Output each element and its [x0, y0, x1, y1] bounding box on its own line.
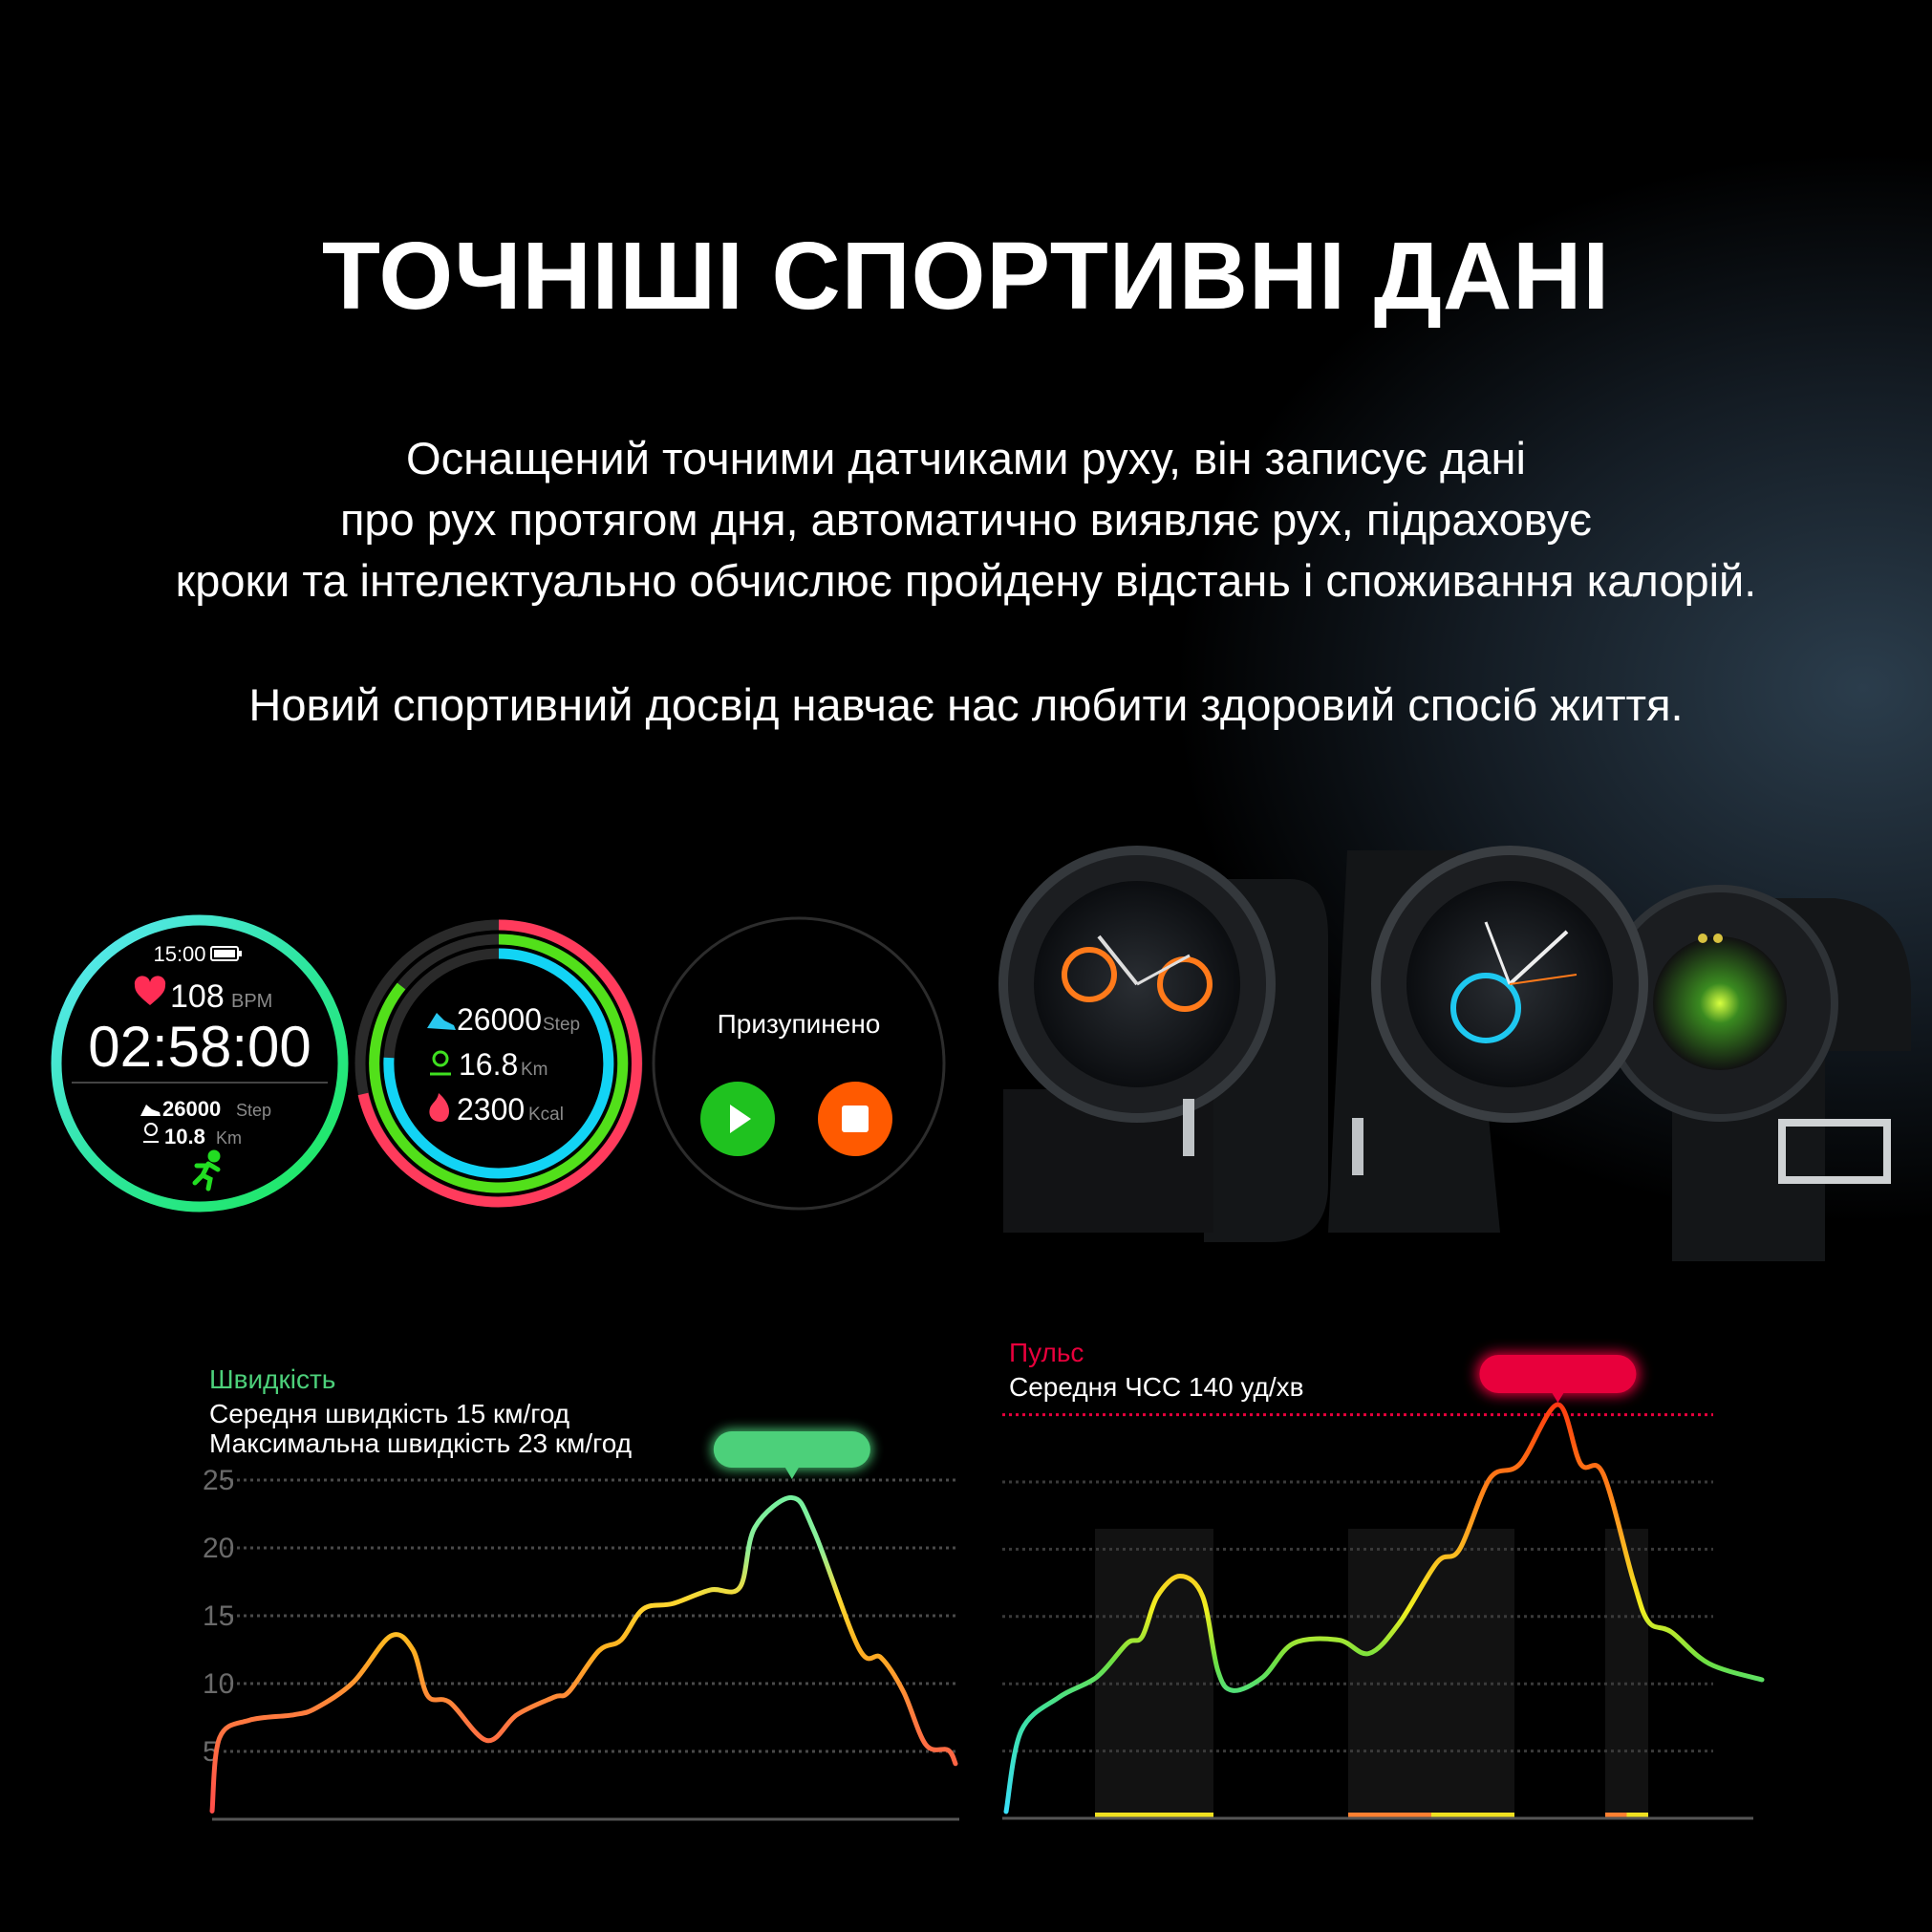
stop-icon [842, 1106, 869, 1132]
peak-marker-pointer [1552, 1393, 1564, 1403]
distance-ring [369, 934, 629, 1193]
description-line-2: про рух протягом дня, автоматично виявля… [339, 494, 1593, 545]
steps-unit: Step [543, 1015, 580, 1035]
watch-front-2 [1352, 846, 1648, 1175]
heart-rate: 108 [170, 978, 225, 1015]
tagline: Новий спортивний досвід навчає нас любит… [248, 679, 1684, 730]
steps-value: 26000 [162, 1097, 221, 1121]
runner-icon [192, 1149, 221, 1191]
description-line-1: Оснащений точними датчиками руху, він за… [406, 433, 1526, 483]
stop-button[interactable] [818, 1082, 892, 1156]
zone-bar [1348, 1813, 1431, 1817]
y-tick-label: 25 [203, 1465, 234, 1496]
activity-zone [1095, 1529, 1213, 1818]
speed-chart-title: Швидкість [209, 1364, 336, 1394]
page-title: ТОЧНІШІ СПОРТИВНІ ДАНІ [321, 223, 1611, 330]
watch-faces: 15:00 108 BPM 02:58:00 26000 Step 10.8 K… [51, 914, 946, 1213]
steps-unit: Step [236, 1101, 271, 1120]
location-pin-icon [143, 1123, 159, 1143]
y-tick-label: 15 [203, 1600, 234, 1632]
distance-value: 10.8 [164, 1125, 205, 1148]
zone-bar [1626, 1813, 1648, 1817]
zone-bar [1095, 1813, 1213, 1817]
heart-icon [134, 976, 166, 1005]
watch-back [1601, 885, 1891, 1184]
calories-value: 2300 [457, 1092, 525, 1127]
paused-face: Призупинено [652, 916, 946, 1211]
peak-marker [713, 1431, 870, 1468]
flame-icon [429, 1093, 449, 1122]
steps-ring [383, 948, 614, 1179]
y-tick-label: 10 [203, 1668, 234, 1700]
distance-value: 16.8 [459, 1047, 518, 1082]
battery-icon [210, 946, 242, 961]
zone-bar [1605, 1813, 1627, 1817]
location-pin-icon [430, 1050, 451, 1076]
resume-button[interactable] [700, 1082, 775, 1156]
peak-marker-pointer [784, 1468, 799, 1479]
paused-status: Призупинено [718, 1009, 881, 1039]
smartwatch-product-image [998, 846, 1911, 1261]
pulse-average: Середня ЧСС 140 уд/хв [1009, 1372, 1304, 1402]
peak-marker [1479, 1355, 1637, 1393]
y-tick-label: 20 [203, 1533, 234, 1564]
pulse-line [1003, 1402, 1765, 1814]
heart-unit: BPM [231, 991, 272, 1012]
shoe-icon [427, 1013, 456, 1030]
pulse-chart-title: Пульс [1009, 1338, 1084, 1367]
shoe-icon [140, 1105, 161, 1116]
activity-zone [1348, 1529, 1514, 1818]
workout-face: 15:00 108 BPM 02:58:00 26000 Step 10.8 K… [51, 914, 349, 1213]
workout-duration: 02:58:00 [88, 1015, 311, 1079]
calories-ring [357, 919, 642, 1208]
distance-unit: Km [216, 1128, 242, 1148]
activity-zone [1605, 1529, 1648, 1818]
svg-text:108: 108 [170, 978, 225, 1015]
speed-maximum: Максимальна швидкість 23 км/год [209, 1428, 633, 1458]
speed-average: Середня швидкість 15 км/год [209, 1399, 570, 1428]
watch-front-1 [998, 846, 1276, 1156]
play-icon [730, 1105, 751, 1133]
steps-value: 26000 [457, 1002, 542, 1037]
distance-unit: Km [521, 1060, 548, 1080]
calories-unit: Kcal [528, 1105, 564, 1125]
description-line-3: кроки та інтелектуально обчислює пройден… [175, 555, 1757, 606]
zone-bar [1431, 1813, 1514, 1817]
activity-rings-face: 26000 Step 16.8 Km 2300 Kcal [354, 919, 643, 1208]
speed-line [209, 1494, 958, 1814]
clock-text: 15:00 [153, 942, 205, 966]
